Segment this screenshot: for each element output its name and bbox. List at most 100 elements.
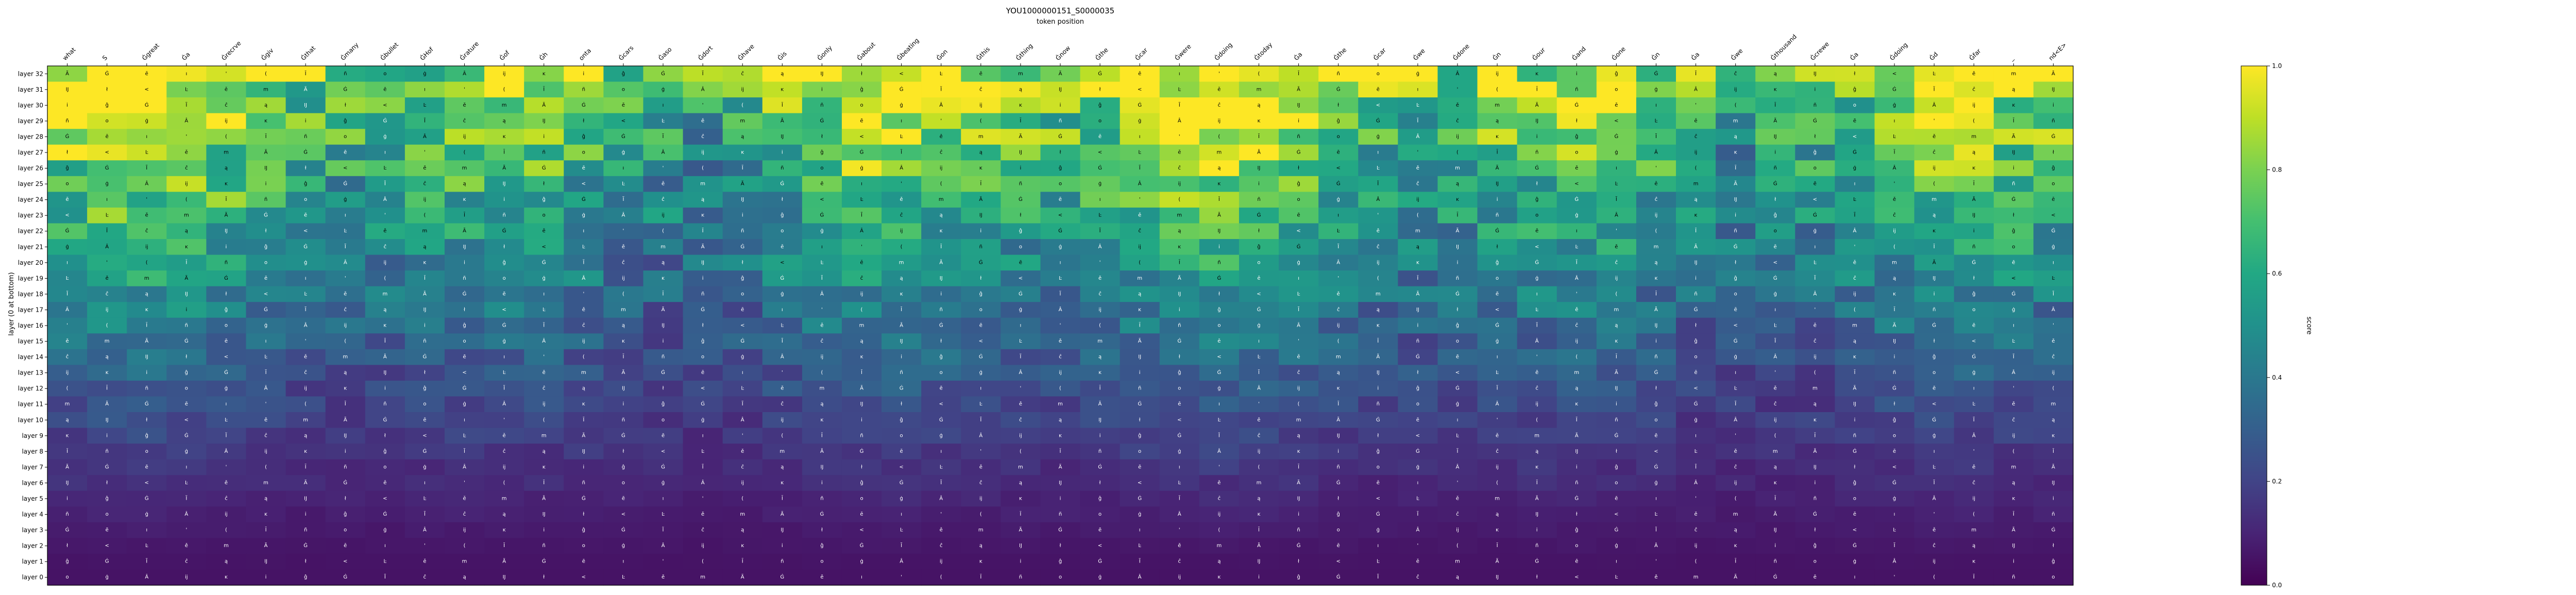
heatmap-cell xyxy=(206,223,247,240)
cell-label: ĸ xyxy=(1853,354,1856,360)
heatmap-cell xyxy=(1358,192,1398,208)
heatmap-cell xyxy=(1795,254,1836,271)
cell-label: ĸ xyxy=(622,338,625,344)
cell-label: ( xyxy=(1973,118,1975,124)
cell-label: ĸ xyxy=(979,559,982,565)
cell-label: ě xyxy=(1217,480,1221,486)
cell-label: ē xyxy=(582,559,585,565)
heatmap-cell xyxy=(1755,239,1795,256)
cell-label: ñ xyxy=(979,244,982,250)
cell-label: ł xyxy=(106,87,108,92)
cell-label: ı xyxy=(1298,276,1299,281)
heatmap-cell xyxy=(1279,192,1319,208)
heatmap-cell xyxy=(166,113,207,129)
cell-label: ĝ xyxy=(1098,102,1101,108)
heatmap-cell xyxy=(762,176,803,192)
cell-label: Ġ xyxy=(383,511,387,517)
heatmap-cell xyxy=(1199,192,1240,208)
cell-label: ñ xyxy=(820,103,823,108)
cell-label: ( xyxy=(66,386,69,392)
cell-label: ē xyxy=(820,181,823,187)
heatmap-cell xyxy=(404,113,445,129)
cell-label: i xyxy=(66,103,68,108)
cell-label: o xyxy=(701,354,704,360)
cell-label: ĸ xyxy=(1217,181,1221,187)
cell-label: ( xyxy=(940,574,942,580)
heatmap-cell xyxy=(1437,97,1478,114)
cell-label: ě xyxy=(1377,228,1380,234)
cell-label: ě xyxy=(2012,401,2015,407)
heatmap-cell xyxy=(404,160,445,177)
cell-label: Ã xyxy=(820,448,824,454)
cell-label: Ŀ xyxy=(1098,213,1101,218)
cell-label: m xyxy=(1733,512,1738,517)
cell-label: Ġ xyxy=(1654,70,1658,77)
cell-label: Ŀ xyxy=(1258,354,1261,360)
cell-label: ģ xyxy=(304,260,307,265)
cell-label: m xyxy=(660,244,666,250)
cell-label: i xyxy=(1298,512,1299,517)
cell-label: ł xyxy=(1258,228,1260,234)
cell-label: ą xyxy=(1575,386,1578,392)
heatmap-cell xyxy=(1676,81,1716,98)
cell-label: ( xyxy=(741,103,743,108)
cell-label: ē xyxy=(1098,528,1101,533)
cell-label: ł xyxy=(1576,512,1578,517)
heatmap-cell xyxy=(47,66,88,82)
x-tick-label: Ġand xyxy=(1570,44,1587,62)
cell-label: ı xyxy=(583,228,584,234)
cell-label: Ŀ xyxy=(1416,103,1419,108)
x-axis-label: token position xyxy=(1037,18,1084,26)
heatmap-cell xyxy=(484,192,524,208)
heatmap-cell xyxy=(564,239,604,256)
cell-label: Ĳ xyxy=(304,496,307,502)
cell-label: ĝ xyxy=(741,275,744,281)
cell-label: ł xyxy=(1973,276,1975,281)
cell-label: o xyxy=(1853,103,1856,108)
cell-label: ĸ xyxy=(225,574,228,580)
cell-label: ñ xyxy=(1774,559,1777,565)
cell-label: ' xyxy=(464,480,465,486)
heatmap-cell xyxy=(484,97,524,114)
heatmap-cell xyxy=(1755,97,1795,114)
heatmap-cell xyxy=(166,239,207,256)
cell-label: o xyxy=(503,276,506,281)
cell-label: Â xyxy=(860,227,863,234)
cell-label: ĸ xyxy=(1734,543,1737,549)
heatmap-cell xyxy=(1239,223,1279,240)
cell-label: ' xyxy=(1298,338,1299,344)
cell-label: < xyxy=(264,291,268,297)
x-tick-labels: what S Ġgreat Ġa Ġrecrve Ġgiv Ġthat Ġmany Ġbulle… xyxy=(61,32,2068,66)
cell-label: ' xyxy=(424,150,426,156)
cell-label: ' xyxy=(663,165,664,171)
heatmap-cell xyxy=(524,113,564,129)
cell-label: ą xyxy=(1774,71,1777,77)
cell-label: ĝ xyxy=(2012,228,2015,234)
cell-label: i xyxy=(1973,228,1975,234)
cell-label: Ġ xyxy=(1455,385,1460,392)
cell-label: ' xyxy=(1179,528,1180,533)
cell-label: Ŀ xyxy=(384,165,387,171)
cell-label: Ã xyxy=(781,511,784,517)
cell-label: o xyxy=(1615,87,1618,92)
heatmap-cell xyxy=(1199,113,1240,129)
cell-label: ñ xyxy=(1933,307,1936,313)
cell-label: ñ xyxy=(1694,291,1697,297)
cell-label: ě xyxy=(1933,527,1936,533)
cell-label: Ĳ xyxy=(543,512,546,517)
heatmap-cell xyxy=(166,66,207,82)
cell-label: < xyxy=(1654,449,1658,454)
cell-label: Ã xyxy=(344,416,347,423)
cell-label: Ġ xyxy=(105,164,109,171)
cell-label: Ĩ xyxy=(1655,133,1657,140)
cell-label: o xyxy=(185,386,188,392)
cell-label: Â xyxy=(463,70,466,77)
cell-label: Ġ xyxy=(1495,322,1499,329)
heatmap-cell xyxy=(921,160,961,177)
cell-label: i xyxy=(1894,354,1895,360)
cell-label: ł xyxy=(1298,559,1299,565)
cell-label: Â xyxy=(1813,290,1817,297)
heatmap-cell xyxy=(444,144,485,161)
cell-label: ĝ xyxy=(900,417,903,423)
heatmap-cell xyxy=(603,207,644,224)
